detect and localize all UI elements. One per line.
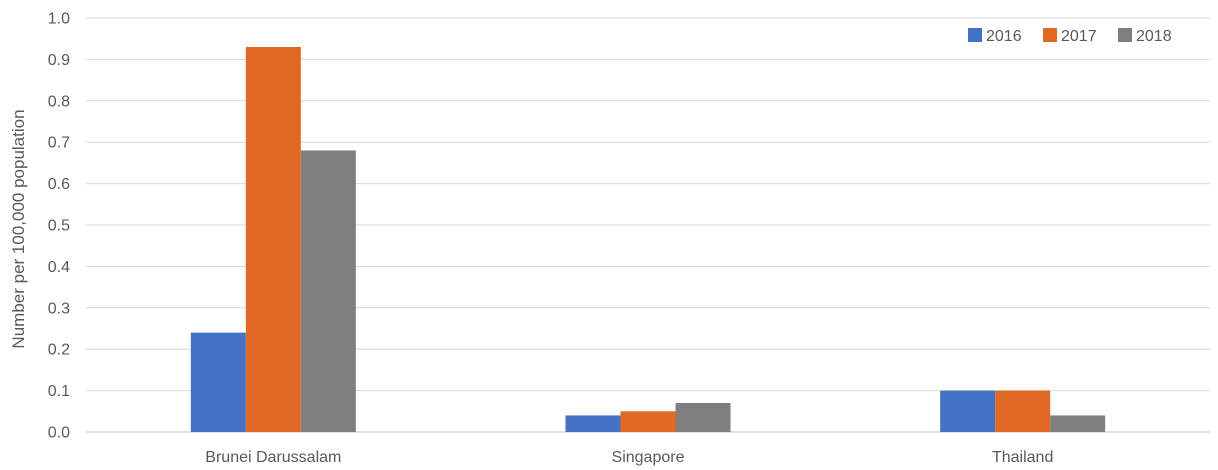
y-tick-label: 0.2 xyxy=(48,342,70,359)
legend-swatch-2016 xyxy=(968,28,982,42)
x-category-label: Thailand xyxy=(992,449,1053,466)
bar-2018-thailand xyxy=(1050,415,1106,432)
x-axis-categories: Brunei Darussalam Singapore Thailand xyxy=(205,449,1053,466)
legend-swatch-2018 xyxy=(1118,28,1132,42)
bar-2017-brunei-darussalam xyxy=(245,46,301,432)
y-tick-label: 0.4 xyxy=(48,259,70,276)
bars xyxy=(190,46,1106,433)
bar-2016-singapore xyxy=(565,415,621,432)
legend-label-2017: 2017 xyxy=(1061,28,1097,45)
y-tick-label: 0.3 xyxy=(48,300,70,317)
y-tick-label: 0.1 xyxy=(48,383,70,400)
legend-swatch-2017 xyxy=(1043,28,1057,42)
bar-2018-brunei-darussalam xyxy=(300,150,356,433)
bar-2016-thailand xyxy=(940,390,996,432)
bar-2016-brunei-darussalam xyxy=(190,332,246,432)
x-category-label: Brunei Darussalam xyxy=(205,449,341,466)
x-category-label: Singapore xyxy=(612,449,685,466)
y-tick-label: 1.0 xyxy=(48,11,70,28)
y-axis-title: Number per 100,000 population xyxy=(9,109,28,348)
legend: 2016 2017 2018 xyxy=(968,28,1172,45)
bar-2018-singapore xyxy=(675,403,731,432)
bar-2017-thailand xyxy=(995,390,1051,432)
y-tick-label: 0.0 xyxy=(48,425,70,442)
legend-label-2018: 2018 xyxy=(1136,28,1172,45)
y-tick-label: 0.7 xyxy=(48,135,70,152)
y-axis-ticks: 0.0 0.1 0.2 0.3 0.4 0.5 0.6 0.7 0.8 0.9 1.0 xyxy=(48,11,70,442)
bar-2017-singapore xyxy=(620,411,676,432)
legend-label-2016: 2016 xyxy=(986,28,1022,45)
y-tick-label: 0.8 xyxy=(48,93,70,110)
y-tick-label: 0.5 xyxy=(48,218,70,235)
y-tick-label: 0.6 xyxy=(48,176,70,193)
y-tick-label: 0.9 xyxy=(48,52,70,69)
